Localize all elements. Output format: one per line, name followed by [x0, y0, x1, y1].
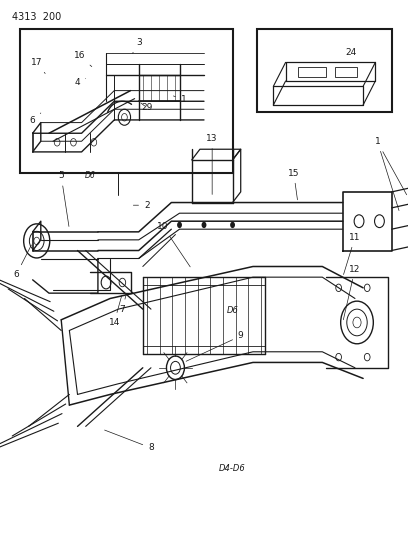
- Text: 4: 4: [75, 78, 86, 87]
- Text: 29: 29: [141, 103, 153, 112]
- Text: 13: 13: [206, 134, 218, 195]
- Circle shape: [202, 222, 206, 228]
- Text: 12: 12: [344, 265, 361, 320]
- Text: 1: 1: [173, 95, 186, 104]
- Text: 17: 17: [31, 59, 45, 74]
- Bar: [335, 67, 357, 77]
- Text: 24: 24: [345, 48, 357, 57]
- Circle shape: [230, 222, 235, 228]
- Text: 3: 3: [133, 38, 142, 53]
- Text: 10: 10: [157, 222, 190, 267]
- Text: 15: 15: [288, 169, 299, 200]
- Bar: [20, 29, 233, 173]
- Circle shape: [177, 222, 182, 228]
- Text: 6: 6: [13, 245, 31, 279]
- Text: 11: 11: [344, 233, 361, 274]
- Text: 7: 7: [120, 296, 126, 313]
- Bar: [298, 67, 326, 77]
- Text: 14: 14: [109, 296, 122, 327]
- Bar: [257, 29, 392, 112]
- Text: 5: 5: [58, 172, 69, 227]
- Text: D6: D6: [226, 306, 239, 316]
- Text: D4-D6: D4-D6: [219, 464, 246, 473]
- Text: 4313  200: 4313 200: [12, 12, 62, 22]
- Text: 16: 16: [74, 52, 92, 67]
- Text: 2: 2: [133, 201, 150, 209]
- Text: 6: 6: [30, 113, 41, 125]
- Text: D6: D6: [84, 171, 95, 180]
- Text: 9: 9: [186, 332, 244, 361]
- Text: 1: 1: [375, 137, 399, 211]
- Text: 8: 8: [104, 430, 154, 453]
